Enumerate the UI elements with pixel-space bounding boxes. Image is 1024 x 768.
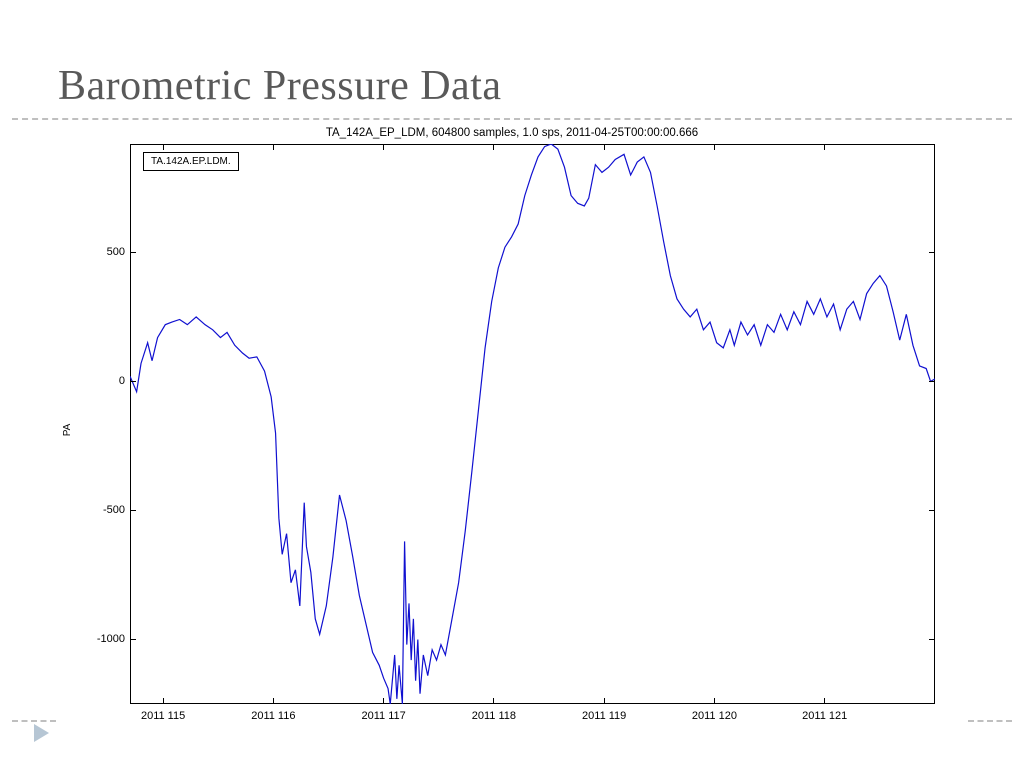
- y-tick-label: -1000: [97, 633, 125, 645]
- x-tick-mark: [604, 698, 605, 704]
- slide: Barometric Pressure Data TA_142A_EP_LDM,…: [0, 0, 1024, 768]
- y-tick-mark: [929, 252, 935, 253]
- play-icon: [30, 722, 52, 744]
- title-divider: [12, 118, 1012, 120]
- y-tick-mark: [130, 510, 136, 511]
- y-tick-mark: [130, 639, 136, 640]
- x-tick-label: 2011 117: [362, 710, 406, 722]
- x-tick-mark: [163, 698, 164, 704]
- line-series: [130, 144, 935, 704]
- x-tick-label: 2011 121: [802, 710, 847, 722]
- x-tick-mark: [824, 144, 825, 150]
- x-tick-label: 2011 115: [141, 710, 185, 722]
- y-tick-mark: [929, 381, 935, 382]
- x-tick-mark: [273, 144, 274, 150]
- y-tick-mark: [929, 510, 935, 511]
- y-tick-mark: [130, 381, 136, 382]
- y-axis-label: PA: [62, 424, 73, 437]
- y-tick-label: 0: [119, 375, 125, 387]
- x-tick-mark: [383, 144, 384, 150]
- y-tick-mark: [130, 252, 136, 253]
- x-tick-label: 2011 118: [472, 710, 516, 722]
- data-line: [130, 144, 935, 704]
- y-tick-label: -500: [103, 504, 125, 516]
- x-tick-mark: [493, 698, 494, 704]
- x-tick-mark: [824, 698, 825, 704]
- next-slide-button[interactable]: [30, 722, 52, 744]
- x-tick-mark: [493, 144, 494, 150]
- x-tick-mark: [714, 698, 715, 704]
- footer-rule-right: [968, 720, 1012, 722]
- y-tick-label: 500: [107, 246, 125, 258]
- x-tick-mark: [714, 144, 715, 150]
- page-title: Barometric Pressure Data: [58, 62, 502, 110]
- x-tick-mark: [604, 144, 605, 150]
- x-tick-label: 2011 120: [692, 710, 737, 722]
- x-tick-mark: [383, 698, 384, 704]
- chart-area: TA.142A.EP.LDM. PA -1000-50005002011 115…: [105, 144, 935, 716]
- x-tick-label: 2011 116: [251, 710, 295, 722]
- x-tick-mark: [163, 144, 164, 150]
- x-tick-label: 2011 119: [582, 710, 626, 722]
- chart-subtitle: TA_142A_EP_LDM, 604800 samples, 1.0 sps,…: [0, 127, 1024, 139]
- x-tick-mark: [273, 698, 274, 704]
- y-tick-mark: [929, 639, 935, 640]
